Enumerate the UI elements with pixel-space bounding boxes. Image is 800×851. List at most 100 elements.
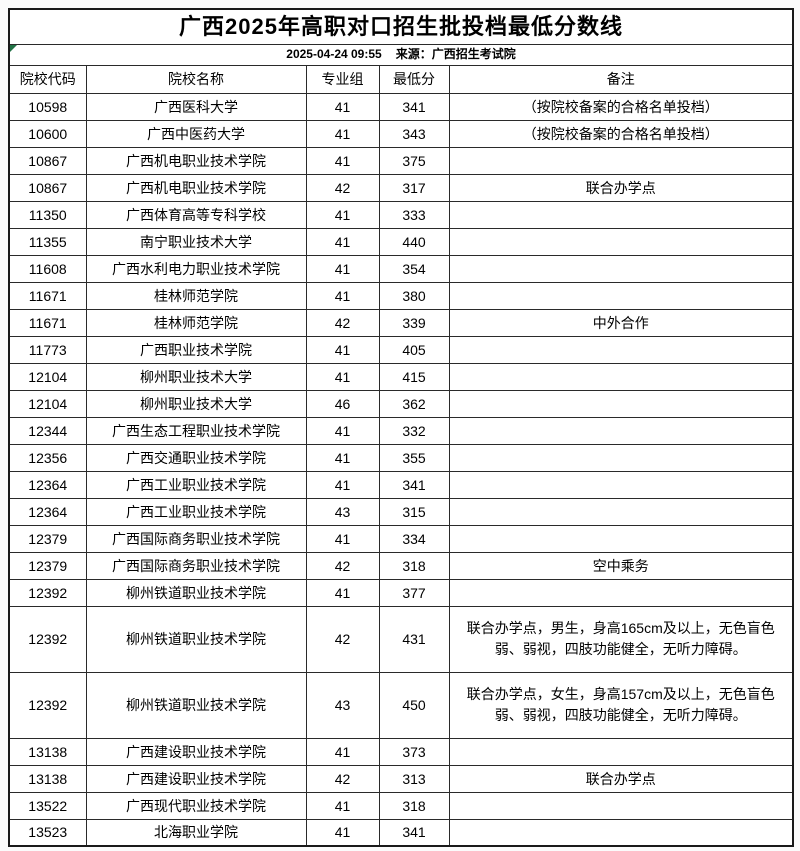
major-group: 42 [305, 173, 380, 202]
min-score: 315 [378, 497, 450, 526]
remark: 联合办学点，男生，身高165cm及以上，无色盲色弱、弱视，四肢功能健全，无听力障… [448, 605, 794, 673]
table-row: 12392 柳州铁道职业技术学院 43 450 联合办学点，女生，身高157cm… [8, 671, 794, 739]
table-row: 13138 广西建设职业技术学院 42 313 联合办学点 [8, 764, 794, 793]
major-group: 42 [305, 551, 380, 580]
table-row: 10598 广西医科大学 41 341 （按院校备案的合格名单投档） [8, 92, 794, 121]
college-name: 广西建设职业技术学院 [85, 737, 307, 766]
major-group: 46 [305, 389, 380, 418]
table-row: 10600 广西中医药大学 41 343 （按院校备案的合格名单投档） [8, 119, 794, 148]
column-header-code: 院校代码 [8, 64, 87, 94]
subtitle-row: 2025-04-24 09:55 来源：广西招生考试院 [8, 43, 794, 66]
college-name: 柳州铁道职业技术学院 [85, 605, 307, 673]
min-score: 341 [378, 818, 450, 847]
table-row: 12364 广西工业职业技术学院 41 341 [8, 470, 794, 499]
remark [448, 389, 794, 418]
min-score: 318 [378, 791, 450, 820]
min-score: 362 [378, 389, 450, 418]
major-group: 41 [305, 227, 380, 256]
major-group: 41 [305, 281, 380, 310]
remark [448, 818, 794, 847]
college-name: 柳州铁道职业技术学院 [85, 578, 307, 607]
major-group: 41 [305, 146, 380, 175]
table-row: 11773 广西职业技术学院 41 405 [8, 335, 794, 364]
table-row: 12379 广西国际商务职业技术学院 42 318 空中乘务 [8, 551, 794, 580]
table-row: 12379 广西国际商务职业技术学院 41 334 [8, 524, 794, 553]
table-row: 13522 广西现代职业技术学院 41 318 [8, 791, 794, 820]
college-name: 北海职业学院 [85, 818, 307, 847]
major-group: 41 [305, 200, 380, 229]
major-group: 41 [305, 119, 380, 148]
major-group: 42 [305, 764, 380, 793]
table-header-row: 院校代码 院校名称 专业组 最低分 备注 [8, 64, 794, 94]
min-score: 373 [378, 737, 450, 766]
college-code: 12392 [8, 578, 87, 607]
min-score: 343 [378, 119, 450, 148]
table-row: 12392 柳州铁道职业技术学院 41 377 [8, 578, 794, 607]
college-code: 11671 [8, 308, 87, 337]
college-name: 柳州职业技术大学 [85, 362, 307, 391]
remark: （按院校备案的合格名单投档） [448, 92, 794, 121]
college-code: 12104 [8, 389, 87, 418]
major-group: 42 [305, 308, 380, 337]
remark: 中外合作 [448, 308, 794, 337]
college-name: 广西工业职业技术学院 [85, 497, 307, 526]
page-title: 广西2025年高职对口招生批投档最低分数线 [8, 8, 794, 45]
college-name: 广西医科大学 [85, 92, 307, 121]
major-group: 41 [305, 818, 380, 847]
major-group: 43 [305, 671, 380, 739]
major-group: 41 [305, 92, 380, 121]
major-group: 41 [305, 524, 380, 553]
score-sheet: 广西2025年高职对口招生批投档最低分数线 2025-04-24 09:55 来源… [8, 8, 795, 848]
table-row: 12104 柳州职业技术大学 41 415 [8, 362, 794, 391]
remark: 联合办学点 [448, 764, 794, 793]
major-group: 41 [305, 416, 380, 445]
college-name: 桂林师范学院 [85, 281, 307, 310]
college-code: 13522 [8, 791, 87, 820]
college-code: 10598 [8, 92, 87, 121]
college-code: 12104 [8, 362, 87, 391]
remark [448, 578, 794, 607]
college-name: 广西交通职业技术学院 [85, 443, 307, 472]
column-header-name: 院校名称 [85, 64, 307, 94]
min-score: 405 [378, 335, 450, 364]
table-row: 10867 广西机电职业技术学院 41 375 [8, 146, 794, 175]
table-row: 13523 北海职业学院 41 341 [8, 818, 794, 847]
source-label: 来源：广西招生考试院 [395, 47, 516, 62]
table-row: 10867 广西机电职业技术学院 42 317 联合办学点 [8, 173, 794, 202]
remark [448, 146, 794, 175]
remark [448, 200, 794, 229]
college-name: 广西国际商务职业技术学院 [85, 551, 307, 580]
remark [448, 335, 794, 364]
min-score-table: 广西2025年高职对口招生批投档最低分数线 2025-04-24 09:55 来源… [8, 8, 795, 848]
min-score: 415 [378, 362, 450, 391]
column-header-group: 专业组 [305, 64, 380, 94]
college-name: 广西体育高等专科学校 [85, 200, 307, 229]
table-row: 11608 广西水利电力职业技术学院 41 354 [8, 254, 794, 283]
remark [448, 227, 794, 256]
table-row: 11350 广西体育高等专科学校 41 333 [8, 200, 794, 229]
college-code: 13523 [8, 818, 87, 847]
major-group: 41 [305, 578, 380, 607]
college-name: 广西建设职业技术学院 [85, 764, 307, 793]
cell-corner-flag-icon [10, 45, 17, 52]
remark: 联合办学点，女生，身高157cm及以上，无色盲色弱、弱视，四肢功能健全，无听力障… [448, 671, 794, 739]
college-code: 10867 [8, 146, 87, 175]
remark [448, 443, 794, 472]
college-name: 柳州职业技术大学 [85, 389, 307, 418]
min-score: 380 [378, 281, 450, 310]
college-code: 12379 [8, 524, 87, 553]
min-score: 318 [378, 551, 450, 580]
college-name: 广西生态工程职业技术学院 [85, 416, 307, 445]
min-score: 341 [378, 92, 450, 121]
remark [448, 524, 794, 553]
college-name: 广西水利电力职业技术学院 [85, 254, 307, 283]
major-group: 41 [305, 443, 380, 472]
college-code: 12379 [8, 551, 87, 580]
table-row: 12344 广西生态工程职业技术学院 41 332 [8, 416, 794, 445]
min-score: 339 [378, 308, 450, 337]
table-row: 12104 柳州职业技术大学 46 362 [8, 389, 794, 418]
college-code: 11355 [8, 227, 87, 256]
college-code: 12392 [8, 671, 87, 739]
college-code: 12392 [8, 605, 87, 673]
major-group: 41 [305, 254, 380, 283]
